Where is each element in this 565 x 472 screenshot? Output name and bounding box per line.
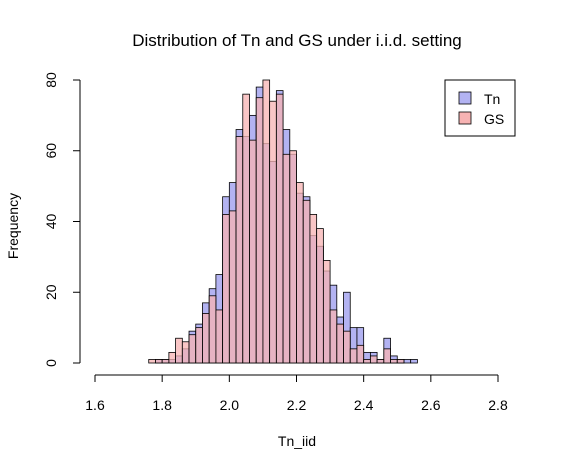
bar-gs <box>282 153 291 364</box>
bar-gs <box>296 182 304 364</box>
bar-gs <box>202 313 210 364</box>
bar-gs <box>396 359 405 364</box>
bar-gs <box>343 330 351 364</box>
legend: Tn GS <box>444 79 516 137</box>
bar-gs <box>329 309 338 364</box>
bar-gs <box>289 150 297 364</box>
bar-gs <box>383 348 391 364</box>
bar-gs <box>215 309 224 364</box>
bar-gs <box>309 214 318 364</box>
bar-gs <box>242 93 250 364</box>
x-axis: 1.6 1.8 2.0 2.2 2.4 2.6 2.8 <box>85 374 508 413</box>
bar-gs <box>349 348 358 364</box>
x-axis-label: Tn_iid <box>278 433 316 449</box>
bar-gs <box>188 334 197 364</box>
legend-label-tn: Tn <box>484 91 500 107</box>
y-tick-label: 0 <box>43 359 59 367</box>
bar-tn <box>403 359 412 364</box>
y-axis: 0 20 40 60 80 <box>43 72 81 367</box>
bar-gs <box>181 341 190 364</box>
bar-gs <box>228 210 237 364</box>
x-tick-label: 2.0 <box>220 397 240 413</box>
bar-gs <box>275 93 284 364</box>
y-tick-label: 60 <box>43 143 59 159</box>
bar-gs <box>376 359 385 364</box>
bar-gs <box>155 359 163 364</box>
legend-label-gs: GS <box>484 111 504 127</box>
y-tick-label: 40 <box>43 214 59 230</box>
bar-gs <box>262 79 271 364</box>
bar-gs <box>356 344 365 364</box>
x-tick-label: 2.6 <box>421 397 441 413</box>
bar-gs <box>336 323 344 364</box>
x-tick-label: 2.8 <box>488 397 508 413</box>
x-tick-label: 1.8 <box>152 397 172 413</box>
bar-gs <box>195 327 203 364</box>
y-tick-label: 20 <box>43 284 59 300</box>
bar-gs <box>369 355 378 364</box>
chart-title: Distribution of Tn and GS under i.i.d. s… <box>132 31 461 50</box>
x-tick-label: 2.4 <box>354 397 374 413</box>
bar-gs <box>235 136 244 364</box>
y-axis-label: Frequency <box>5 193 21 259</box>
bar-gs <box>302 199 311 364</box>
y-tick-label: 80 <box>43 72 59 88</box>
bar-gs <box>390 359 398 364</box>
bar-gs <box>148 359 156 364</box>
legend-swatch-tn <box>458 91 472 105</box>
bar-gs <box>208 295 217 364</box>
bar-gs <box>255 97 264 364</box>
bar-tn <box>410 359 418 364</box>
x-tick-label: 2.2 <box>287 397 307 413</box>
bar-gs <box>316 228 324 364</box>
x-tick-label: 1.6 <box>85 397 105 413</box>
bar-gs <box>363 359 371 364</box>
bar-gs <box>322 260 331 364</box>
legend-box <box>444 79 516 137</box>
bar-gs <box>249 139 257 364</box>
bar-gs <box>175 337 183 364</box>
bar-gs <box>161 359 170 364</box>
series-gs-bars <box>148 79 405 364</box>
legend-swatch-gs <box>458 111 472 125</box>
bar-gs <box>222 214 230 364</box>
bar-gs <box>168 351 177 364</box>
bar-gs <box>269 100 277 364</box>
